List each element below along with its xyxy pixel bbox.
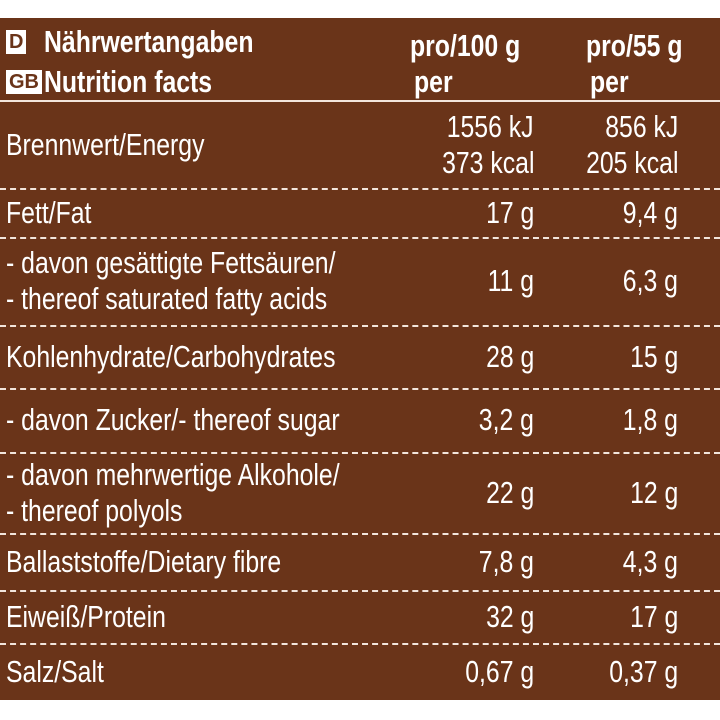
value: 0,67 g	[465, 653, 534, 689]
value: 1556 kJ	[447, 109, 534, 144]
separator	[0, 388, 720, 390]
separator	[0, 188, 720, 190]
value: 205 kcal	[585, 145, 678, 180]
separator	[0, 533, 720, 535]
row-label: Brennwert/Energy	[6, 127, 205, 162]
row-label: Ballaststoffe/Dietary fibre	[6, 543, 282, 579]
row-label: - davon mehrwertige Alkohole/	[6, 456, 340, 492]
row-label: Eiweiß/Protein	[6, 598, 166, 634]
value: 7,8 g	[478, 543, 534, 579]
value: 6,3 g	[622, 263, 678, 298]
column-header: pro/55 g	[586, 28, 683, 63]
title: Nutrition facts	[44, 64, 213, 99]
row-label: - davon gesättigte Fettsäuren/	[6, 245, 336, 280]
value: 373 kcal	[441, 145, 534, 180]
value: 3,2 g	[478, 402, 534, 437]
value: 11 g	[487, 263, 534, 298]
row-label: - thereof saturated fatty acids	[6, 281, 328, 316]
nutrition-table: D Nährwertangaben GB Nutrition facts pro…	[0, 18, 720, 700]
lang-badge: GB	[6, 70, 42, 94]
value: 9,4 g	[622, 194, 678, 230]
value: 856 kJ	[604, 109, 678, 144]
value: 1,8 g	[622, 402, 678, 437]
row-label: Kohlenhydrate/Carbohydrates	[6, 338, 336, 374]
row-label: Salz/Salt	[6, 653, 104, 689]
value: 17 g	[629, 598, 678, 634]
title: Nährwertangaben	[44, 24, 254, 59]
separator	[0, 100, 720, 102]
row-label: - davon Zucker/- thereof sugar	[6, 402, 340, 437]
separator	[0, 452, 720, 454]
value: 12 g	[629, 474, 678, 510]
value: 17 g	[485, 194, 534, 230]
value: 4,3 g	[622, 543, 678, 579]
row-label: Fett/Fat	[6, 194, 92, 230]
column-header: per	[414, 64, 453, 99]
separator	[0, 590, 720, 592]
value: 0,37 g	[609, 653, 678, 689]
value: 15 g	[629, 338, 678, 374]
separator	[0, 325, 720, 327]
value: 28 g	[485, 338, 534, 374]
value: 22 g	[485, 474, 534, 510]
column-header: per	[590, 64, 629, 99]
separator	[0, 237, 720, 239]
row-label: - thereof polyols	[6, 492, 183, 528]
separator	[0, 643, 720, 645]
value: 32 g	[485, 598, 534, 634]
column-header: pro/100 g	[410, 28, 521, 63]
lang-badge: D	[6, 30, 27, 54]
